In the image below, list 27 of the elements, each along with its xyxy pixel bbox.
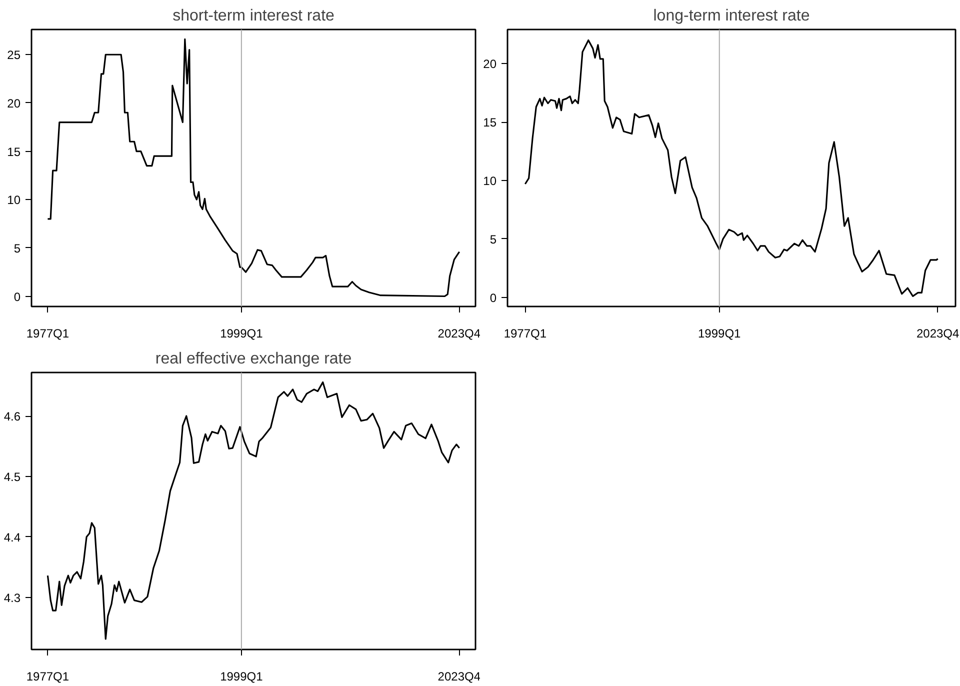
- y-tick-label: 20: [7, 96, 21, 110]
- y-tick-label: 15: [483, 116, 497, 130]
- x-tick-label: 2023Q4: [438, 326, 481, 340]
- x-tick-label: 1999Q1: [220, 326, 264, 340]
- y-tick-label: 10: [483, 174, 497, 188]
- chart-title: short-term interest rate: [172, 8, 335, 24]
- y-tick-label: 0: [14, 290, 21, 304]
- y-tick-label: 5: [14, 241, 21, 256]
- y-tick-label: 4.4: [4, 530, 21, 544]
- chart-title: long-term interest rate: [653, 8, 810, 24]
- y-tick-label: 20: [483, 57, 497, 72]
- x-tick-label: 2023Q4: [916, 326, 960, 340]
- y-tick-label: 5: [490, 232, 497, 246]
- y-tick-label: 0: [490, 290, 497, 305]
- y-tick-label: 4.6: [4, 410, 21, 424]
- y-tick-label: 25: [7, 48, 21, 62]
- y-tick-label: 10: [7, 193, 21, 208]
- y-tick-label: 4.3: [4, 590, 21, 605]
- y-tick-label: 15: [7, 144, 21, 159]
- x-tick-label: 2023Q4: [438, 670, 481, 684]
- x-tick-label: 1977Q1: [26, 670, 70, 684]
- chart-title: real effective exchange rate: [155, 350, 352, 368]
- y-tick-label: 4.5: [4, 470, 21, 484]
- x-tick-label: 1977Q1: [26, 326, 70, 340]
- x-tick-label: 1999Q1: [220, 670, 264, 684]
- x-tick-label: 1977Q1: [504, 326, 547, 340]
- x-tick-label: 1999Q1: [698, 326, 742, 340]
